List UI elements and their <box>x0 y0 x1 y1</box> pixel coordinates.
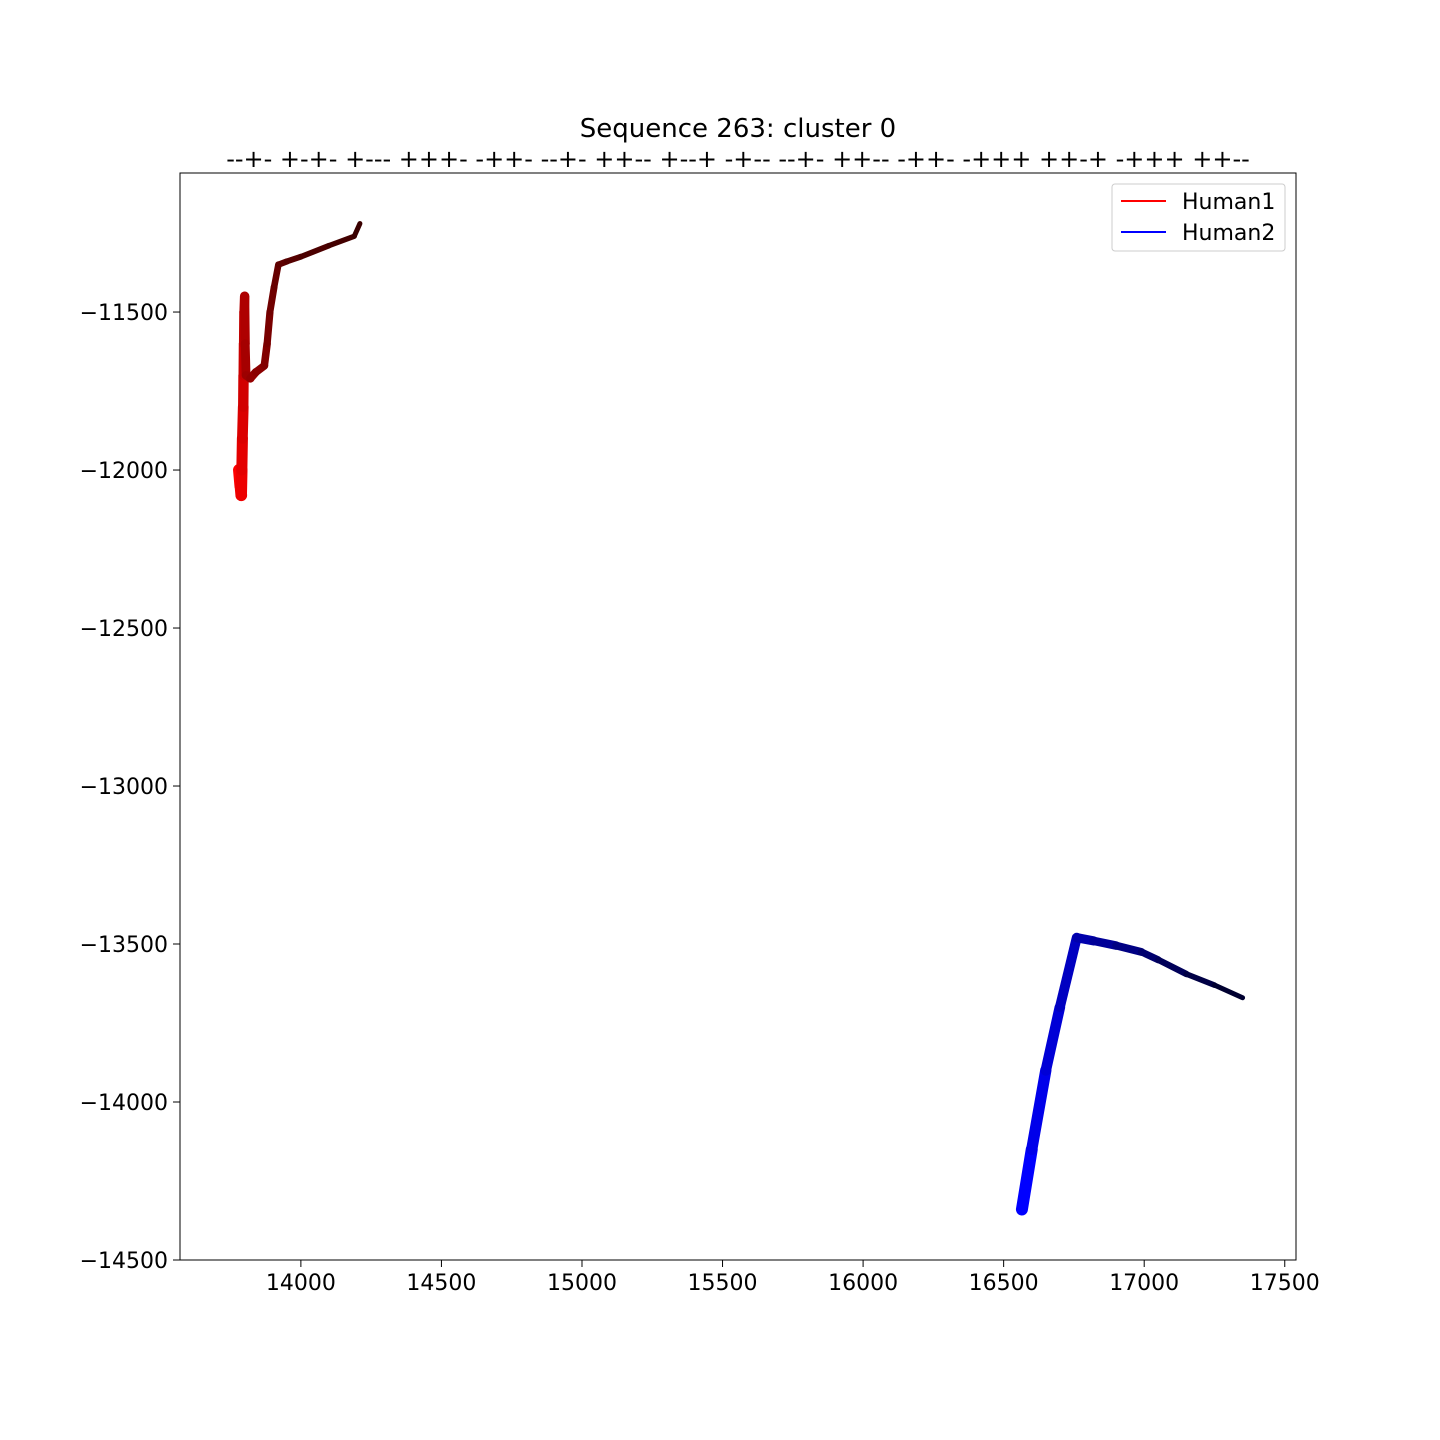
x-tick-label: 16500 <box>969 1271 1039 1296</box>
y-tick-label: −13000 <box>80 775 168 800</box>
series-human2 <box>1015 932 1246 1216</box>
x-tick-label: 14500 <box>406 1271 476 1296</box>
x-tick-label: 15000 <box>547 1271 617 1296</box>
series-human1-segment <box>298 242 332 260</box>
series-human2-segment <box>1015 1143 1038 1216</box>
x-tick-label: 17500 <box>1250 1271 1320 1296</box>
series-human2-segment <box>1054 932 1082 1013</box>
y-tick-label: −11500 <box>80 301 168 326</box>
series-human2-segment <box>1183 971 1218 988</box>
x-tick-label: 15500 <box>688 1271 758 1296</box>
series-layer <box>233 221 1246 1216</box>
series-human1 <box>233 221 363 502</box>
legend-label-human1: Human1 <box>1182 190 1275 215</box>
x-tick-label: 17000 <box>1109 1271 1179 1296</box>
y-axis: −11500 −12000 −12500 −13000 −13500 −14000 −145… <box>80 301 180 1274</box>
x-tick-label: 14000 <box>266 1271 336 1296</box>
legend: Human1 Human2 <box>1111 183 1286 252</box>
y-tick-label: −12000 <box>80 459 168 484</box>
x-tick-label: 16000 <box>828 1271 898 1296</box>
series-human1-segment <box>260 339 271 370</box>
y-tick-label: −13500 <box>80 933 168 958</box>
series-human1-segment <box>240 291 250 349</box>
series-human1-segment <box>263 308 274 348</box>
series-human2-segment <box>1026 1064 1052 1156</box>
plot-frame <box>179 172 1297 1261</box>
series-human1-segment <box>237 401 249 444</box>
y-tick-label: −14000 <box>80 1091 168 1116</box>
series-human1-segment <box>240 339 251 380</box>
series-human1-segment <box>270 261 282 291</box>
series-human2-segment <box>1155 956 1190 978</box>
y-tick-label: −14500 <box>80 1249 168 1274</box>
y-tick-label: −12500 <box>80 617 168 642</box>
series-human2-segment <box>1040 1001 1066 1076</box>
series-human2-segment <box>1211 982 1246 1001</box>
x-axis: 14000 14500 15000 15500 16000 16500 17000 17500 <box>266 1260 1320 1296</box>
chart-subtitle: --+- +-+- +--- +++- -++- --+- ++-- +--+ … <box>226 145 1250 173</box>
series-human1-segment <box>351 221 363 239</box>
series-human1-segment <box>326 233 357 249</box>
series-human2-segment <box>1112 941 1146 956</box>
series-human1-segment <box>266 283 278 316</box>
legend-label-human2: Human2 <box>1182 221 1275 246</box>
chart-title: Sequence 263: cluster 0 <box>580 114 896 144</box>
